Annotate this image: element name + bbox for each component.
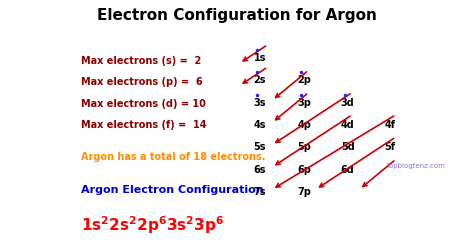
Text: Argon Electron Configuration: Argon Electron Configuration (81, 184, 263, 194)
Text: 5f: 5f (384, 142, 395, 152)
Text: Topblogtenz.com: Topblogtenz.com (386, 162, 445, 168)
Text: 5d: 5d (341, 142, 355, 152)
Text: $\mathbf{1s^22s^22p^63s^23p^6}$: $\mathbf{1s^22s^22p^63s^23p^6}$ (81, 213, 224, 235)
Text: 7s: 7s (254, 186, 266, 196)
Text: 6p: 6p (297, 164, 311, 174)
Text: 5p: 5p (297, 142, 311, 152)
Text: 3d: 3d (341, 97, 355, 107)
Text: 4s: 4s (254, 119, 266, 130)
Text: 4p: 4p (297, 119, 311, 130)
Text: 5s: 5s (254, 142, 266, 152)
Text: 2s: 2s (254, 75, 266, 85)
Text: 2p: 2p (297, 75, 311, 85)
Text: 1s: 1s (254, 53, 266, 63)
Text: Max electrons (d) = 10: Max electrons (d) = 10 (81, 98, 205, 108)
Text: Max electrons (s) =  2: Max electrons (s) = 2 (81, 55, 201, 66)
Text: Electron Configuration for Argon: Electron Configuration for Argon (97, 8, 377, 22)
Text: 3s: 3s (254, 97, 266, 107)
Text: Max electrons (f) =  14: Max electrons (f) = 14 (81, 120, 206, 130)
Text: 7p: 7p (297, 186, 311, 196)
Text: 3p: 3p (297, 97, 311, 107)
Text: 6s: 6s (254, 164, 266, 174)
Text: 6d: 6d (341, 164, 355, 174)
Text: Max electrons (p) =  6: Max electrons (p) = 6 (81, 77, 202, 87)
Text: 4f: 4f (384, 119, 395, 130)
Text: Argon has a total of 18 electrons.: Argon has a total of 18 electrons. (81, 151, 265, 161)
Text: 4d: 4d (341, 119, 355, 130)
